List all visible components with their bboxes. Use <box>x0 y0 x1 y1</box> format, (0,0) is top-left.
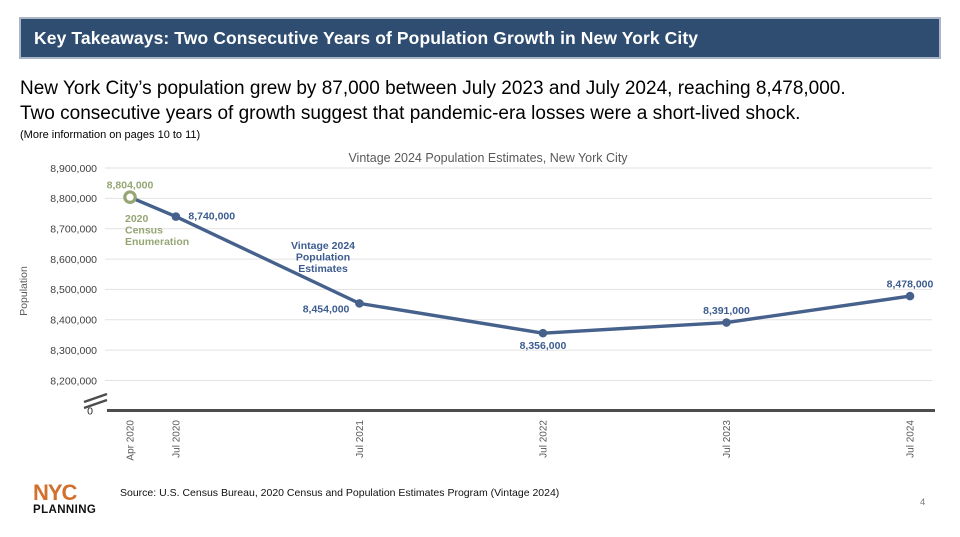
census-enumeration-point <box>123 190 137 204</box>
chart-annotation: Census <box>125 225 163 237</box>
x-axis-tick-label: Jul 2022 <box>538 420 549 458</box>
data-point <box>538 328 548 338</box>
x-axis-tick-label: Jul 2024 <box>906 420 917 458</box>
y-axis-zero-label: 0 <box>87 406 93 418</box>
logo-nyc-text: NYC <box>33 480 77 505</box>
data-point-label: 8,391,000 <box>703 305 750 317</box>
data-point-label: 8,740,000 <box>188 211 235 223</box>
data-point-label: 8,478,000 <box>887 279 934 291</box>
data-point <box>905 291 915 301</box>
y-axis-tick-label: 8,300,000 <box>50 345 97 357</box>
more-info-note: (More information on pages 10 to 11) <box>20 129 201 141</box>
y-axis-tick-label: 8,900,000 <box>50 163 97 175</box>
population-series-line <box>129 195 911 335</box>
page-number: 4 <box>920 497 926 508</box>
y-axis-tick-label: 8,400,000 <box>50 315 97 327</box>
source-citation: Source: U.S. Census Bureau, 2020 Census … <box>120 487 560 499</box>
data-point <box>171 212 181 221</box>
chart-annotation: Enumeration <box>125 236 189 248</box>
chart-annotation: 2020 <box>125 213 149 225</box>
logo-planning-text: PLANNING <box>33 504 97 516</box>
takeaway-line-1: New York City’s population grew by 87,00… <box>20 78 846 99</box>
chart-annotation: Vintage 2024 <box>291 240 355 252</box>
nyc-planning-logo: NYC PLANNING <box>33 482 96 517</box>
y-axis-tick-label: 8,200,000 <box>50 375 97 387</box>
data-point <box>722 318 731 327</box>
x-axis-tick-label: Jul 2023 <box>722 420 733 458</box>
key-takeaway-text: New York City’s population grew by 87,00… <box>20 76 846 141</box>
data-point-label: 8,804,000 <box>107 180 154 192</box>
data-point-label: 8,454,000 <box>303 303 350 315</box>
x-axis-tick-label: Apr 2020 <box>126 420 137 461</box>
data-point <box>355 299 364 308</box>
y-axis-tick-label: 8,500,000 <box>50 284 97 296</box>
slide-title: Key Takeaways: Two Consecutive Years of … <box>34 27 699 48</box>
axis-break-mark <box>83 398 108 410</box>
population-line-chart: Vintage 2024 Population Estimates, New Y… <box>0 150 960 480</box>
x-axis-tick-label: Jul 2020 <box>171 420 182 458</box>
chart-title: Vintage 2024 Population Estimates, New Y… <box>348 151 628 165</box>
takeaway-line-2: Two consecutive years of growth suggest … <box>20 103 801 124</box>
axis-break-mark <box>83 392 108 404</box>
data-point-label: 8,356,000 <box>520 340 567 352</box>
chart-annotation: Population <box>296 252 350 264</box>
y-axis-title: Population <box>18 266 30 316</box>
y-axis-tick-label: 8,600,000 <box>50 254 97 266</box>
y-axis-tick-label: 8,800,000 <box>50 193 97 205</box>
slide-title-bar: Key Takeaways: Two Consecutive Years of … <box>19 17 941 59</box>
x-axis-tick-label: Jul 2021 <box>355 420 366 458</box>
chart-annotation: Estimates <box>298 263 348 275</box>
y-axis-tick-label: 8,700,000 <box>50 224 97 236</box>
chart-canvas: Vintage 2024 Population Estimates, New Y… <box>18 151 935 461</box>
